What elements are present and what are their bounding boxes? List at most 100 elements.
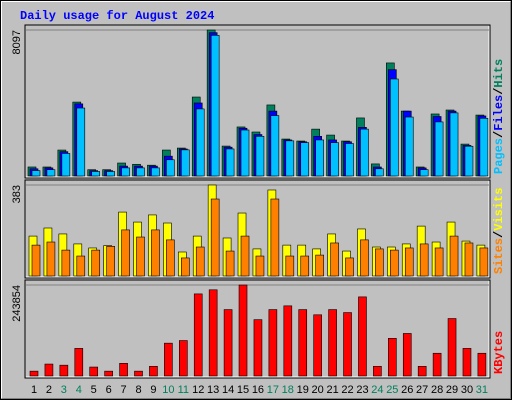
bar bbox=[285, 255, 295, 277]
bar bbox=[44, 363, 54, 377]
bar bbox=[195, 246, 205, 277]
bar bbox=[360, 128, 369, 177]
bar bbox=[432, 352, 442, 377]
bar bbox=[462, 348, 472, 377]
x-tick-label: 29 bbox=[446, 384, 458, 396]
bar bbox=[330, 242, 339, 277]
x-tick-label: 26 bbox=[401, 384, 413, 396]
bar bbox=[419, 169, 429, 177]
bar bbox=[136, 167, 145, 177]
x-tick-label: 6 bbox=[106, 384, 112, 396]
bar bbox=[106, 171, 115, 177]
bar bbox=[328, 309, 337, 377]
bar bbox=[164, 342, 173, 377]
legend: Sites/Visits bbox=[492, 188, 506, 274]
bar bbox=[91, 171, 101, 177]
bevel bbox=[26, 26, 490, 178]
x-tick-label: 16 bbox=[252, 384, 264, 396]
bar bbox=[298, 309, 308, 377]
bar bbox=[477, 352, 487, 377]
x-tick-label: 31 bbox=[476, 384, 488, 396]
bar bbox=[166, 159, 175, 177]
x-tick-label: 3 bbox=[61, 384, 67, 396]
bar bbox=[283, 305, 293, 377]
bar bbox=[46, 169, 56, 177]
x-tick-label: 25 bbox=[386, 384, 398, 396]
bar bbox=[479, 117, 489, 177]
bar bbox=[315, 254, 324, 277]
bar bbox=[464, 145, 474, 177]
bar bbox=[223, 309, 233, 377]
bar bbox=[193, 293, 203, 377]
legend-entry: Pages bbox=[492, 138, 506, 174]
x-tick-label: 7 bbox=[121, 384, 127, 396]
bar bbox=[345, 257, 354, 277]
x-tick-label: 13 bbox=[207, 384, 219, 396]
x-tick-label: 14 bbox=[222, 384, 234, 396]
bar bbox=[240, 129, 250, 177]
bar bbox=[74, 348, 84, 377]
bar bbox=[195, 108, 205, 177]
x-tick-label: 30 bbox=[461, 384, 473, 396]
x-tick-label: 1 bbox=[31, 384, 37, 396]
legend-entry: KBytes bbox=[492, 331, 506, 374]
x-tick-label: 10 bbox=[162, 384, 174, 396]
x-tick-label: 5 bbox=[91, 384, 97, 396]
legend-separator: / bbox=[492, 231, 506, 238]
legend: Pages/Files/Hits bbox=[492, 59, 506, 174]
legend-entry: Hits bbox=[492, 59, 506, 88]
bar bbox=[76, 255, 86, 277]
bar bbox=[330, 142, 339, 177]
bar bbox=[373, 365, 382, 377]
bar bbox=[225, 148, 235, 177]
bar bbox=[238, 284, 248, 377]
y-tick-label: 383 bbox=[11, 185, 23, 203]
bar bbox=[300, 255, 310, 277]
bar bbox=[29, 370, 39, 377]
bar bbox=[390, 78, 399, 177]
bar bbox=[59, 364, 69, 377]
bar bbox=[225, 250, 235, 277]
bar bbox=[253, 319, 263, 377]
bar bbox=[464, 242, 474, 277]
bar bbox=[121, 229, 130, 277]
bar bbox=[449, 235, 459, 277]
legend: KBytes bbox=[492, 331, 506, 374]
bar bbox=[434, 247, 444, 277]
x-tick-label: 18 bbox=[282, 384, 294, 396]
bar bbox=[119, 363, 128, 377]
bar bbox=[343, 312, 352, 377]
bar bbox=[313, 314, 322, 377]
bar bbox=[402, 333, 412, 377]
bar bbox=[285, 140, 295, 177]
bar bbox=[388, 338, 397, 377]
bar bbox=[106, 246, 115, 277]
bar bbox=[315, 139, 324, 177]
legend-separator: / bbox=[492, 131, 506, 138]
bar bbox=[121, 167, 130, 177]
bar bbox=[136, 236, 145, 277]
bar bbox=[76, 107, 86, 177]
bevel bbox=[26, 181, 490, 278]
legend-entry: Sites bbox=[492, 238, 506, 274]
x-tick-label: 12 bbox=[192, 384, 204, 396]
x-tick-label: 17 bbox=[267, 384, 279, 396]
bar bbox=[166, 239, 175, 277]
x-tick-label: 24 bbox=[371, 384, 383, 396]
bar bbox=[447, 318, 457, 377]
bar bbox=[268, 309, 278, 377]
x-tick-label: 20 bbox=[312, 384, 324, 396]
bar bbox=[181, 149, 190, 177]
legend-entry: Visits bbox=[492, 188, 506, 231]
bar bbox=[255, 255, 265, 277]
x-tick-label: 28 bbox=[431, 384, 443, 396]
chart-title: Daily usage for August 2024 bbox=[20, 9, 214, 23]
bar bbox=[404, 247, 414, 277]
bar bbox=[104, 370, 113, 377]
bar bbox=[240, 235, 250, 277]
bar bbox=[61, 153, 71, 177]
bar bbox=[270, 198, 280, 277]
